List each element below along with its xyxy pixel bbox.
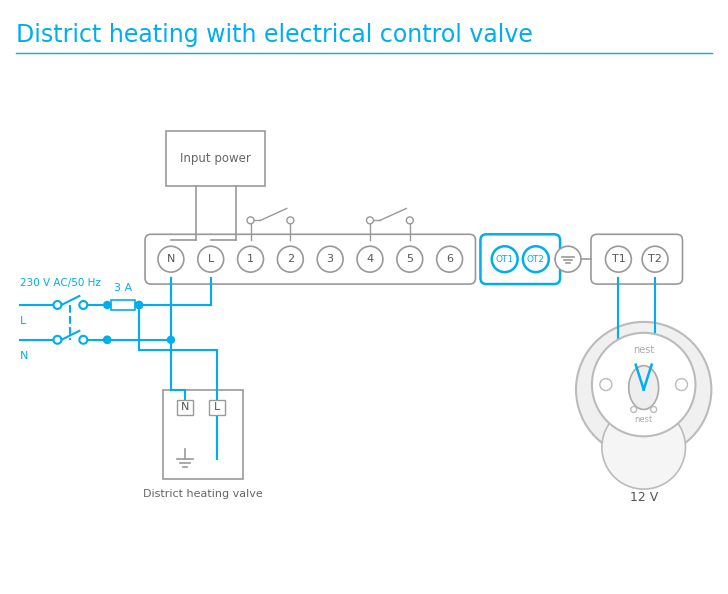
Circle shape — [491, 247, 518, 272]
Text: nest: nest — [633, 345, 654, 355]
Text: 4: 4 — [366, 254, 373, 264]
Text: N: N — [20, 350, 28, 361]
Circle shape — [103, 336, 111, 343]
FancyBboxPatch shape — [480, 234, 560, 284]
Text: 230 V AC/50 Hz: 230 V AC/50 Hz — [20, 278, 100, 288]
Circle shape — [198, 247, 223, 272]
Circle shape — [135, 302, 143, 308]
Text: 12 V: 12 V — [630, 491, 658, 504]
Circle shape — [576, 322, 711, 457]
Circle shape — [630, 406, 637, 412]
Ellipse shape — [629, 366, 659, 409]
Circle shape — [103, 302, 111, 308]
FancyBboxPatch shape — [145, 234, 475, 284]
Circle shape — [642, 247, 668, 272]
Circle shape — [135, 302, 143, 308]
Text: T2: T2 — [648, 254, 662, 264]
Circle shape — [406, 217, 414, 224]
FancyBboxPatch shape — [178, 400, 193, 415]
Circle shape — [53, 336, 61, 344]
Circle shape — [167, 336, 175, 343]
Circle shape — [357, 247, 383, 272]
Circle shape — [287, 217, 294, 224]
FancyBboxPatch shape — [166, 131, 266, 185]
Text: L: L — [20, 316, 26, 326]
Text: 3: 3 — [327, 254, 333, 264]
Circle shape — [237, 247, 264, 272]
Text: District heating with electrical control valve: District heating with electrical control… — [15, 23, 532, 48]
Text: OT2: OT2 — [527, 255, 545, 264]
Circle shape — [53, 301, 61, 309]
Circle shape — [277, 247, 304, 272]
Circle shape — [247, 217, 254, 224]
Text: Input power: Input power — [181, 151, 251, 165]
Text: N: N — [167, 254, 175, 264]
Text: OT1: OT1 — [496, 255, 514, 264]
Circle shape — [158, 247, 184, 272]
FancyBboxPatch shape — [209, 400, 225, 415]
Circle shape — [79, 301, 87, 309]
FancyBboxPatch shape — [591, 234, 683, 284]
Text: 3 A: 3 A — [114, 283, 132, 293]
Circle shape — [600, 378, 612, 391]
Circle shape — [103, 336, 111, 343]
Text: 1: 1 — [247, 254, 254, 264]
Circle shape — [606, 247, 631, 272]
Circle shape — [79, 336, 87, 344]
Text: 5: 5 — [406, 254, 414, 264]
Circle shape — [555, 247, 581, 272]
FancyBboxPatch shape — [163, 390, 242, 479]
FancyBboxPatch shape — [111, 300, 135, 310]
Circle shape — [317, 247, 343, 272]
Circle shape — [651, 406, 657, 412]
Circle shape — [592, 333, 695, 437]
Circle shape — [676, 378, 687, 391]
Text: District heating valve: District heating valve — [143, 489, 263, 499]
Text: T1: T1 — [612, 254, 625, 264]
Circle shape — [602, 406, 686, 489]
Text: L: L — [207, 254, 214, 264]
Text: 2: 2 — [287, 254, 294, 264]
Circle shape — [437, 247, 462, 272]
Text: L: L — [214, 403, 220, 412]
Text: nest: nest — [635, 415, 653, 424]
Text: 6: 6 — [446, 254, 453, 264]
Circle shape — [397, 247, 423, 272]
Circle shape — [366, 217, 373, 224]
Circle shape — [523, 247, 549, 272]
Text: N: N — [181, 403, 189, 412]
